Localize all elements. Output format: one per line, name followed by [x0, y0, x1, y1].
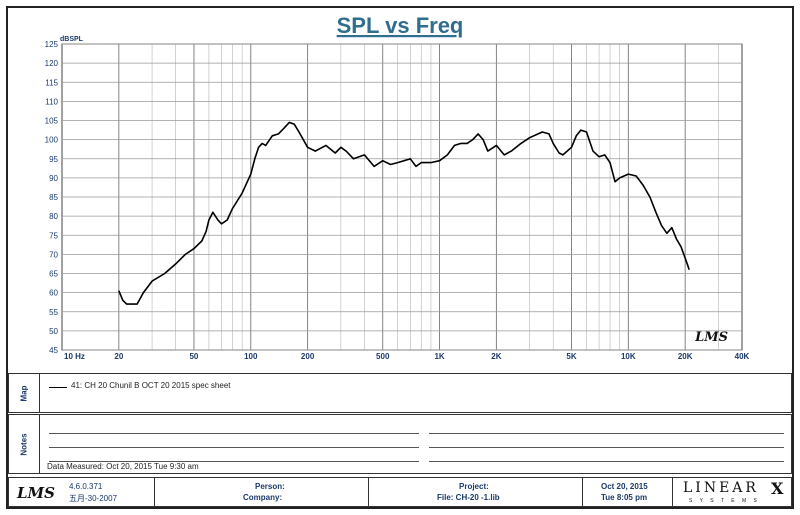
chart-title: SPL vs Freq: [337, 13, 464, 38]
y-tick-label: 45: [49, 346, 58, 355]
version-date: 五月-30-2007: [69, 494, 118, 503]
footer-date-cell: Oct 20, 2015 Tue 8:05 pm: [583, 478, 673, 506]
notes-tab-label: Notes: [19, 432, 29, 456]
x-tick-label: 200: [301, 352, 315, 361]
y-tick-label: 100: [45, 136, 59, 145]
note-line: [49, 461, 419, 462]
company-label: Company:: [243, 493, 283, 502]
legend-entry: 41: CH 20 Chunil B OCT 20 2015 spec shee…: [71, 381, 231, 390]
spl-chart: 125 120 115 110 105 100 95 90 85 80 75 70 65 60 55 50 45…: [45, 13, 750, 361]
notes-tab: Notes: [9, 415, 40, 473]
application-frame: [6, 6, 794, 509]
data-measured-text: Data Measured: Oct 20, 2015 Tue 9:30 am: [47, 462, 199, 471]
y-tick-label: 50: [49, 327, 58, 336]
y-tick-label: 65: [49, 270, 58, 279]
y-tick-label: 60: [49, 289, 58, 298]
file-label: File: CH-20 -1.lib: [437, 493, 500, 502]
y-tick-label: 55: [49, 308, 58, 317]
legend-tab-label: Map: [19, 385, 29, 401]
legend-swatch: [49, 387, 67, 388]
y-tick-label: 105: [45, 117, 59, 126]
footer-bar: LMS 4.6.0.371 五月-30-2007 Person: Company…: [8, 477, 792, 507]
date-text: Oct 20, 2015: [601, 482, 648, 491]
y-axis-label: dBSPL: [60, 36, 84, 43]
project-label: Project:: [459, 482, 489, 491]
time-text: Tue 8:05 pm: [601, 493, 648, 502]
footer-brand-cell: LINEAR X S Y S T E M S: [673, 478, 791, 506]
y-tick-label: 70: [49, 250, 58, 259]
y-tick-label: 90: [49, 174, 58, 183]
notes-panel: Notes Data Measured: Oct 20, 2015 Tue 9:…: [8, 414, 792, 474]
x-tick-label: 10 Hz: [64, 352, 85, 361]
x-tick-label: 2K: [491, 352, 501, 361]
y-tick-label: 80: [49, 212, 58, 221]
x-tick-label: 50: [189, 352, 198, 361]
person-label: Person:: [255, 482, 285, 491]
y-tick-label: 120: [45, 59, 59, 68]
y-tick-label: 85: [49, 193, 58, 202]
x-tick-label: 100: [244, 352, 258, 361]
y-tick-label: 95: [49, 155, 58, 164]
y-tick-label: 75: [49, 231, 58, 240]
note-line: [49, 447, 419, 448]
legend-panel: Map 41: CH 20 Chunil B OCT 20 2015 spec …: [8, 373, 792, 413]
y-tick-label: 110: [45, 97, 58, 106]
note-line: [49, 433, 419, 434]
legend-tab: Map: [9, 374, 40, 412]
note-line: [429, 433, 784, 434]
x-tick-label: 20K: [678, 352, 693, 361]
x-tick-label: 20: [114, 352, 123, 361]
footer-logo-cell: LMS 4.6.0.371 五月-30-2007: [9, 478, 155, 506]
x-tick-label: 1K: [434, 352, 444, 361]
y-tick-label: 125: [45, 40, 59, 49]
y-tick-label: 115: [45, 78, 58, 87]
x-tick-label: 10K: [621, 352, 636, 361]
version-text: 4.6.0.371: [69, 482, 103, 491]
lms-logo: LMS: [17, 484, 55, 502]
series-line: [118, 121, 690, 305]
note-line: [429, 461, 784, 462]
footer-project-cell: Project: File: CH-20 -1.lib: [369, 478, 583, 506]
note-line: [429, 447, 784, 448]
lms-watermark: LMS: [694, 330, 728, 345]
x-tick-label: 40K: [735, 352, 750, 361]
x-tick-label: 5K: [566, 352, 576, 361]
linearx-sub: S Y S T E M S: [689, 498, 760, 504]
linearx-x: X: [771, 479, 784, 498]
x-tick-label: 500: [376, 352, 390, 361]
linearx-brand: LINEAR: [683, 480, 759, 496]
footer-person-cell: Person: Company:: [155, 478, 369, 506]
